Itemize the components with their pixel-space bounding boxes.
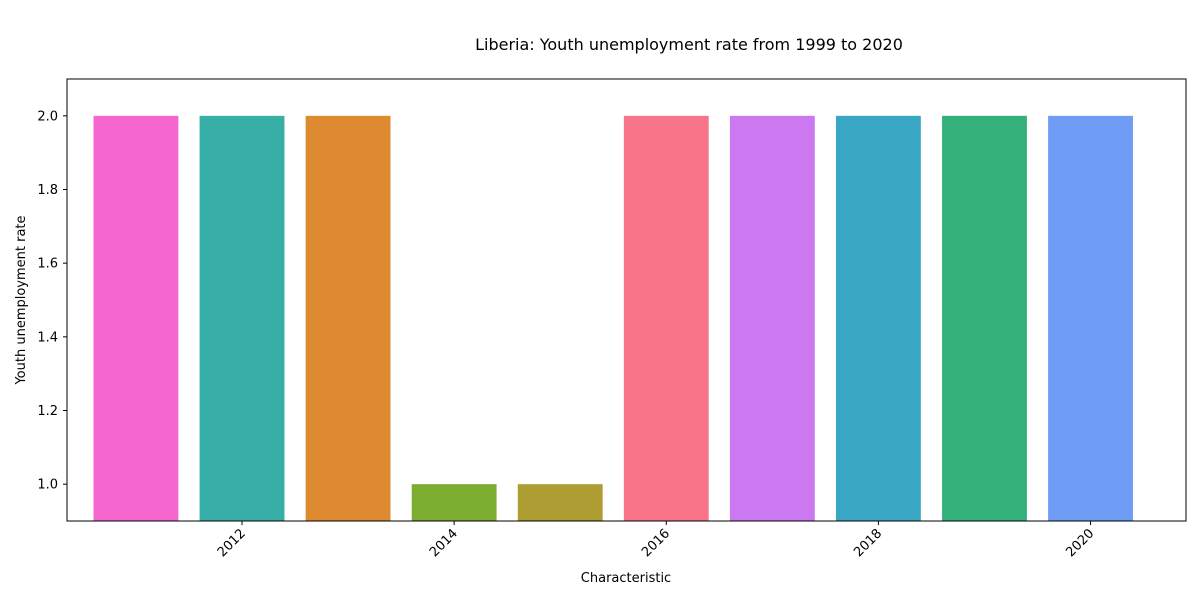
y-tick-label: 1.0	[37, 478, 58, 493]
bar-2019	[942, 115, 1027, 521]
x-axis-title: Characteristic	[581, 571, 671, 586]
x-tick-label: 2018	[851, 526, 885, 560]
y-axis-title: Youth unemployment rate	[14, 215, 29, 385]
y-tick-label: 1.4	[37, 330, 58, 345]
bar-2016	[623, 115, 709, 521]
bars-group	[93, 115, 1133, 521]
chart-title: Liberia: Youth unemployment rate from 19…	[475, 35, 903, 54]
bar-2015	[517, 484, 603, 521]
bar-2018	[835, 115, 921, 521]
bar-2013	[305, 115, 391, 521]
y-tick-label: 1.8	[37, 183, 58, 198]
bar-2014	[411, 484, 497, 521]
x-tick-label: 2020	[1063, 526, 1097, 560]
bar-2020	[1048, 115, 1133, 521]
x-tick-label: 2012	[215, 526, 249, 560]
x-axis: 2012 2014 2016 2018 2020	[215, 521, 1097, 560]
y-axis: 1.0 1.2 1.4 1.6 1.8 2.0	[37, 109, 67, 493]
x-tick-label: 2016	[639, 526, 673, 560]
y-tick-label: 1.2	[37, 404, 58, 419]
y-tick-label: 1.6	[37, 257, 58, 272]
bar-2011	[93, 115, 179, 521]
plot-area-frame	[66, 78, 1187, 522]
bar-2012	[199, 115, 285, 521]
bar-2017	[729, 115, 815, 521]
y-tick-label: 2.0	[37, 109, 58, 124]
x-tick-label: 2014	[427, 526, 461, 560]
